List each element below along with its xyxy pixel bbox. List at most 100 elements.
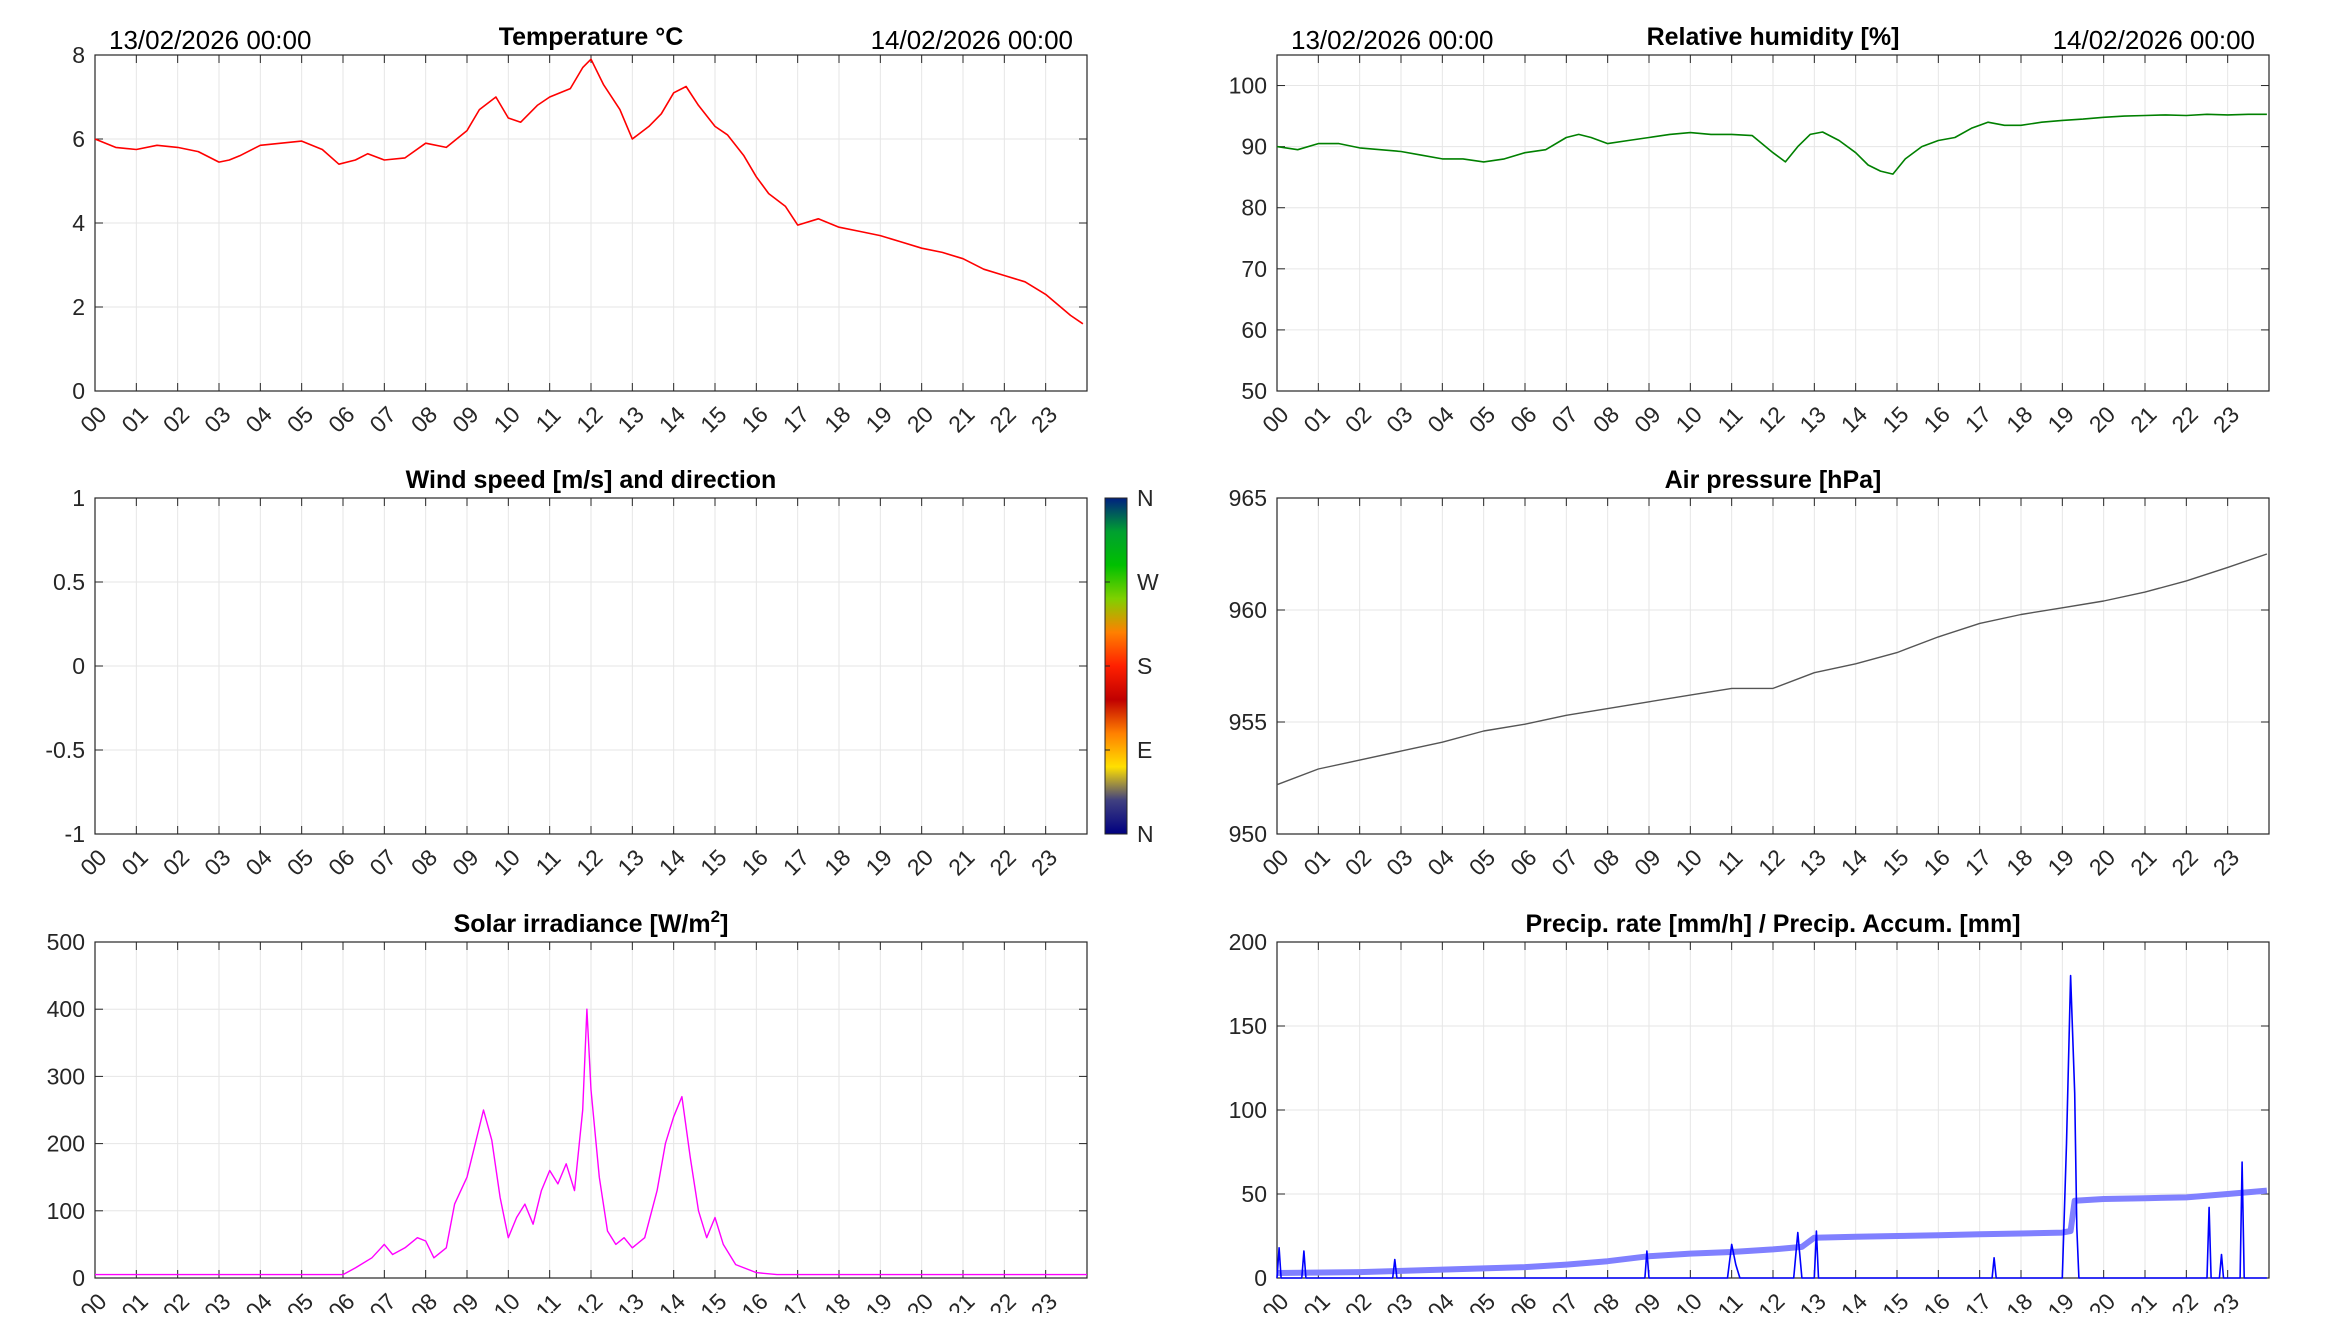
precip-xtick-label: 07 (1546, 1288, 1582, 1313)
humidity-xtick-label: 09 (1629, 401, 1665, 437)
temperature-xtick-label: 06 (323, 401, 359, 437)
humidity-ytick-label: 90 (1241, 134, 1267, 160)
temperature-xtick-label: 05 (282, 401, 318, 437)
humidity-xtick-label: 13 (1794, 401, 1830, 437)
precip-xtick-label: 22 (2166, 1288, 2202, 1313)
temperature-start-date: 13/02/2026 00:00 (109, 25, 311, 55)
precip-ytick-label: 200 (1229, 929, 1267, 955)
temperature-ytick-label: 6 (72, 126, 85, 152)
solar-xtick-label: 22 (984, 1288, 1020, 1313)
precip-xtick-label: 16 (1918, 1288, 1954, 1313)
wind-xtick-label: 06 (323, 844, 359, 880)
pressure-xtick-label: 11 (1712, 845, 1747, 880)
pressure-xtick-label: 19 (2042, 844, 2078, 880)
pressure-ytick-label: 960 (1229, 597, 1267, 623)
precip-xtick-label: 18 (2001, 1288, 2037, 1313)
precip-xtick-label: 23 (2208, 1288, 2244, 1313)
wind-colorbar-label: N (1137, 485, 1154, 511)
temperature-xtick-label: 13 (612, 401, 648, 437)
solar-xtick-label: 17 (778, 1288, 814, 1313)
humidity-xtick-label: 18 (2001, 401, 2037, 437)
wind-colorbar-label: E (1137, 737, 1152, 763)
precip-ytick-label: 150 (1229, 1013, 1267, 1039)
pressure-xtick-label: 23 (2208, 844, 2244, 880)
temperature-xtick-label: 10 (488, 401, 524, 437)
temperature-xtick-label: 18 (819, 401, 855, 437)
temperature-xtick-label: 01 (116, 401, 152, 437)
humidity-ytick-label: 100 (1229, 73, 1267, 99)
pressure-xtick-label: 00 (1257, 844, 1293, 880)
solar-series-line (95, 1008, 1087, 1276)
precip-xtick-label: 11 (1712, 1289, 1747, 1313)
wind-xtick-label: 02 (158, 844, 194, 880)
temperature-xtick-label: 03 (199, 401, 235, 437)
wind-xtick-label: 05 (282, 844, 318, 880)
precip-xtick-label: 00 (1257, 1288, 1293, 1313)
wind-xtick-label: 08 (406, 844, 442, 880)
temperature-xtick-label: 02 (158, 401, 194, 437)
pressure-xtick-label: 21 (2125, 844, 2161, 880)
pressure-axes-box (1276, 497, 2270, 835)
pressure-ytick-label: 965 (1229, 485, 1267, 511)
pressure-chart: 00 01 02 03 04 05 06 07 08 09 10 11 12 13 14 15 16 17 18 19… (1229, 466, 2270, 881)
precip-xtick-label: 21 (2125, 1288, 2161, 1313)
solar-xtick-label: 05 (282, 1288, 318, 1313)
wind-xtick-label: 09 (447, 844, 483, 880)
wind-ytick-label: -1 (65, 821, 85, 847)
temperature-ytick-label: 4 (72, 210, 85, 236)
precip-xtick-label: 10 (1670, 1288, 1706, 1313)
wind-xtick-label: 18 (819, 844, 855, 880)
humidity-ytick-label: 70 (1241, 256, 1267, 282)
wind-title: Wind speed [m/s] and direction (406, 466, 777, 494)
wind-xtick-label: 20 (902, 844, 938, 880)
humidity-xtick-label: 07 (1546, 401, 1582, 437)
wind-ytick-label: 1 (72, 485, 85, 511)
temperature-xtick-label: 14 (654, 401, 691, 438)
solar-xtick-label: 01 (116, 1288, 152, 1313)
wind-xtick-label: 13 (612, 844, 648, 880)
humidity-xtick-label: 01 (1298, 401, 1334, 437)
humidity-ytick-label: 80 (1241, 195, 1267, 221)
solar-xtick-label: 15 (695, 1288, 731, 1313)
wind-xtick-label: 15 (695, 844, 731, 880)
wind-xtick-label: 14 (654, 844, 691, 881)
precip-xtick-label: 12 (1753, 1288, 1789, 1313)
wind-xtick-label: 12 (571, 844, 607, 880)
pressure-xtick-label: 20 (2084, 844, 2120, 880)
temperature-title: Temperature °C (499, 23, 684, 51)
precip-title: Precip. rate [mm/h] / Precip. Accum. [mm… (1525, 910, 2020, 938)
wind-chart: 00 01 02 03 04 05 06 07 08 09 10 11 12 13 14 15 16 17 18 19… (45, 466, 1159, 881)
wind-xtick-label: 03 (199, 844, 235, 880)
temperature-ytick-label: 2 (72, 294, 85, 320)
humidity-xtick-label: 12 (1753, 401, 1789, 437)
humidity-xtick-label: 15 (1877, 401, 1913, 437)
wind-xtick-label: 17 (778, 844, 814, 880)
wind-colorbar-label: S (1137, 653, 1152, 679)
temperature-xtick-label: 17 (778, 401, 814, 437)
humidity-xtick-label: 04 (1422, 401, 1459, 438)
wind-xtick-label: 19 (860, 844, 896, 880)
precip-rate-series-line (1276, 974, 2267, 1279)
wind-xtick-label: 01 (116, 844, 152, 880)
solar-ytick-label: 200 (47, 1131, 85, 1157)
pressure-xtick-label: 07 (1546, 844, 1582, 880)
solar-xtick-label: 16 (736, 1288, 772, 1313)
precip-xtick-label: 01 (1298, 1288, 1334, 1313)
pressure-xtick-label: 03 (1381, 844, 1417, 880)
pressure-ytick-label: 955 (1229, 709, 1267, 735)
temperature-xtick-label: 08 (406, 401, 442, 437)
wind-xtick-label: 11 (530, 845, 565, 880)
solar-xtick-label: 07 (364, 1288, 400, 1313)
temperature-xtick-label: 04 (240, 401, 277, 438)
precip-ytick-label: 0 (1254, 1265, 1267, 1291)
humidity-xtick-label: 03 (1381, 401, 1417, 437)
precip-xtick-label: 20 (2084, 1288, 2120, 1313)
wind-ytick-label: 0 (72, 653, 85, 679)
humidity-xtick-label: 06 (1505, 401, 1541, 437)
pressure-xtick-label: 10 (1670, 844, 1706, 880)
precip-xtick-label: 09 (1629, 1288, 1665, 1313)
temperature-ytick-label: 0 (72, 378, 85, 404)
solar-xtick-label: 12 (571, 1288, 607, 1313)
wind-xtick-label: 10 (488, 844, 524, 880)
solar-xtick-label: 21 (943, 1288, 979, 1313)
